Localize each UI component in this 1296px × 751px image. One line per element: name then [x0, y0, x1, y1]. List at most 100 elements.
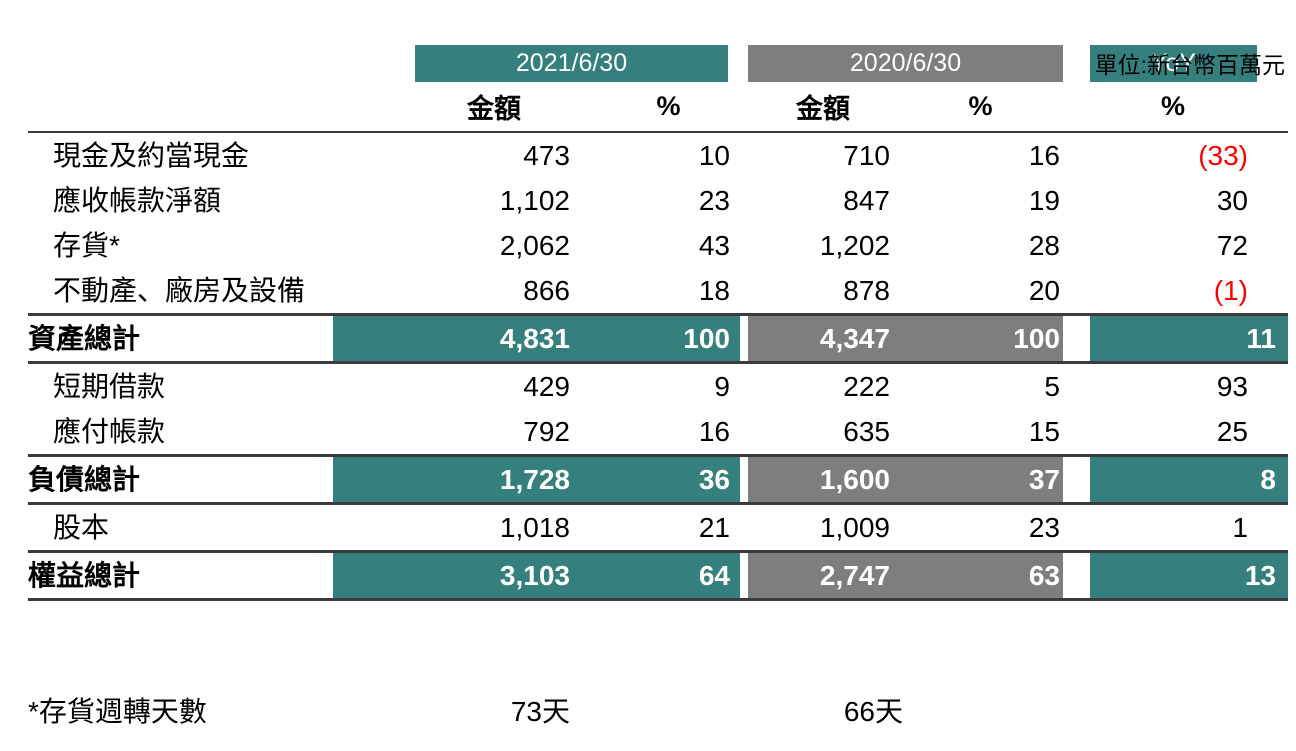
yoy-cell: YoY [1090, 45, 1288, 82]
cell-percent-2020: 16 [1028, 140, 1060, 171]
cell-yoy-percent: (33) [1198, 140, 1248, 171]
cell-amount-2020: 878 [843, 275, 890, 306]
cell-yoy-percent: 1 [1232, 512, 1248, 543]
col-header-amount-2021: 金額 [333, 82, 575, 133]
table-row: 存貨* 2,062 43 1,202 28 72 [28, 223, 1288, 268]
period-header-row: 2021/6/30 2020/6/30 YoY [28, 45, 1288, 82]
unit-note: 單位:新台幣百萬元 [1094, 52, 1285, 78]
cell-percent-2021: 64 [575, 550, 740, 601]
yoy-header: YoY [1090, 45, 1257, 82]
cell-yoy-percent: 13 [1090, 550, 1288, 601]
table-row: 不動產、廠房及設備 866 18 878 20 (1) [28, 268, 1288, 315]
table-row: 應收帳款淨額 1,102 23 847 19 30 [28, 178, 1288, 223]
footnote-label: *存貨週轉天數 [28, 696, 207, 727]
column-gap [740, 82, 748, 133]
cell-amount-2021: 866 [523, 275, 570, 306]
column-gap [740, 313, 748, 364]
subheader-spacer [28, 82, 333, 133]
cell-yoy-percent: 72 [1216, 230, 1248, 261]
column-gap [1063, 409, 1090, 456]
column-gap [740, 132, 748, 178]
cell-percent-2020: 20 [1028, 275, 1060, 306]
table-row: 權益總計 3,103 64 2,747 63 13 [28, 550, 1288, 601]
row-label: 短期借款 [53, 371, 166, 402]
cell-percent-2020: 63 [898, 550, 1063, 601]
column-gap [740, 454, 748, 505]
col-header-amount-2020: 金額 [748, 82, 898, 133]
cell-percent-2021: 100 [575, 313, 740, 364]
cell-amount-2021: 792 [523, 416, 570, 447]
row-label: 應收帳款淨額 [53, 185, 222, 216]
header-spacer [28, 45, 333, 82]
cell-yoy-percent: 30 [1216, 185, 1248, 216]
column-gap [740, 223, 748, 268]
cell-percent-2020: 19 [1028, 185, 1060, 216]
column-gap [1063, 363, 1090, 410]
cell-amount-2021: 473 [523, 140, 570, 171]
cell-amount-2020: 847 [843, 185, 890, 216]
cell-percent-2021: 18 [698, 275, 730, 306]
column-gap [740, 363, 748, 410]
column-gap [740, 550, 748, 601]
row-label: 權益總計 [28, 550, 333, 601]
col-header-percent-yoy: % [1090, 82, 1288, 133]
period-2021-cell: 2021/6/30 [333, 45, 740, 82]
row-label: 股本 [53, 512, 110, 543]
table-row: 負債總計 1,728 36 1,600 37 8 [28, 454, 1288, 505]
row-label: 不動產、廠房及設備 [53, 275, 306, 306]
cell-percent-2020: 28 [1028, 230, 1060, 261]
balance-sheet-table: 2021/6/30 2020/6/30 YoY 金額 % 金額 % % [28, 45, 1288, 601]
row-label: 負債總計 [28, 454, 333, 505]
cell-yoy-percent: 8 [1090, 454, 1288, 505]
inventory-days-2021: 73天 [510, 696, 570, 727]
cell-amount-2021: 1,102 [499, 185, 570, 216]
cell-percent-2021: 36 [575, 454, 740, 505]
column-gap [740, 268, 748, 315]
col-header-percent-2021: % [575, 82, 740, 133]
cell-percent-2020: 37 [898, 454, 1063, 505]
cell-amount-2020: 1,600 [748, 454, 898, 505]
subheader-row: 金額 % 金額 % % [28, 82, 1288, 133]
cell-amount-2020: 710 [843, 140, 890, 171]
cell-amount-2021: 1,728 [333, 454, 575, 505]
period-2021-header: 2021/6/30 [415, 45, 728, 82]
cell-amount-2020: 2,747 [748, 550, 898, 601]
cell-amount-2020: 635 [843, 416, 890, 447]
row-label: 應付帳款 [53, 416, 166, 447]
cell-yoy-percent: 25 [1216, 416, 1248, 447]
table-row: 資產總計 4,831 100 4,347 100 11 [28, 313, 1288, 364]
cell-percent-2021: 16 [698, 416, 730, 447]
cell-amount-2021: 2,062 [499, 230, 570, 261]
table-row: 股本 1,018 21 1,009 23 1 [28, 504, 1288, 552]
cell-percent-2020: 15 [1028, 416, 1060, 447]
column-gap [740, 45, 748, 82]
column-gap [1063, 268, 1090, 315]
cell-amount-2020: 1,202 [819, 230, 890, 261]
cell-yoy-percent: 11 [1090, 313, 1288, 364]
cell-percent-2020: 5 [1044, 371, 1060, 402]
cell-percent-2021: 43 [698, 230, 730, 261]
column-gap [1063, 132, 1090, 178]
inventory-days-footnote: *存貨週轉天數 73天 66天 [0, 691, 1296, 733]
cell-amount-2021: 3,103 [333, 550, 575, 601]
column-gap [1063, 82, 1090, 133]
column-gap [740, 409, 748, 456]
table-row: 短期借款 429 9 222 5 93 [28, 363, 1288, 410]
col-header-percent-2020: % [898, 82, 1063, 133]
column-gap [740, 178, 748, 223]
inventory-days-2020: 66天 [843, 696, 903, 727]
cell-percent-2021: 10 [698, 140, 730, 171]
table-row: 應付帳款 792 16 635 15 25 [28, 409, 1288, 456]
cell-amount-2021: 429 [523, 371, 570, 402]
table-body: 現金及約當現金 473 10 710 16 (33) 應收帳款淨額 1,102 … [28, 132, 1288, 601]
cell-amount-2020: 222 [843, 371, 890, 402]
row-label: 存貨* [53, 230, 120, 261]
period-2020-header: 2020/6/30 [748, 45, 1063, 82]
column-gap [1063, 45, 1090, 82]
column-gap [1063, 223, 1090, 268]
cell-yoy-percent: 93 [1216, 371, 1248, 402]
cell-percent-2020: 23 [1028, 512, 1060, 543]
column-gap [1063, 504, 1090, 552]
column-gap [1063, 178, 1090, 223]
cell-amount-2021: 1,018 [499, 512, 570, 543]
